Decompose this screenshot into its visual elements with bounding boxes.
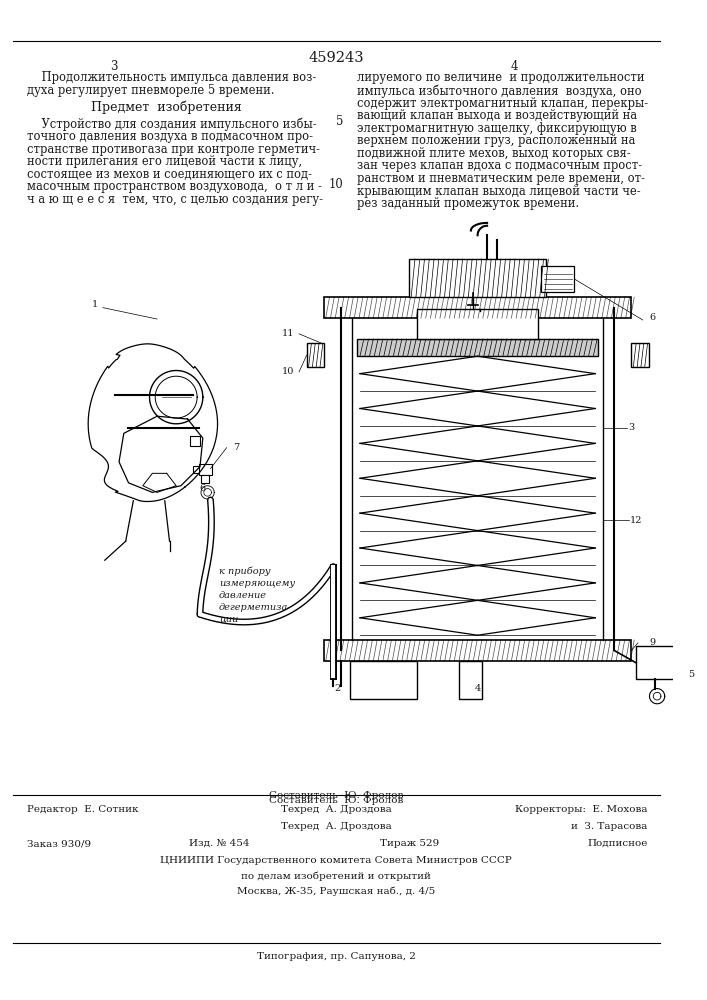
Text: крывающим клапан выхода лицевой части че-: крывающим клапан выхода лицевой части че… [357,185,641,198]
Text: Тираж 529: Тираж 529 [380,839,439,848]
Text: точного давления воздуха в подмасочном про-: точного давления воздуха в подмасочном п… [27,130,312,143]
Text: масочным пространством воздуховода,  о т л и -: масочным пространством воздуховода, о т … [27,180,322,193]
Text: Москва, Ж-35, Раушская наб., д. 4/5: Москва, Ж-35, Раушская наб., д. 4/5 [237,887,436,896]
Text: Типография, пр. Сапунова, 2: Типография, пр. Сапунова, 2 [257,952,416,961]
Text: 4: 4 [510,60,518,73]
Text: к прибору
измеряющему
давление
дегерметиза-
ции: к прибору измеряющему давление дегермети… [219,567,295,623]
Bar [324,297,631,318]
Text: зан через клапан вдоха с подмасочным прост-: зан через клапан вдоха с подмасочным про… [357,159,642,172]
Bar [636,646,679,679]
Polygon shape [360,426,595,461]
Text: 10: 10 [281,367,294,376]
Text: 9: 9 [649,638,655,647]
Bar [201,475,209,483]
Text: 12: 12 [630,516,643,525]
Text: подвижной плите мехов, выход которых свя-: подвижной плите мехов, выход которых свя… [357,147,631,160]
Text: 7: 7 [233,443,239,452]
Polygon shape [360,461,595,496]
Text: импульса избыточного давления  воздуха, оно: импульса избыточного давления воздуха, о… [357,84,642,98]
Bar [631,343,648,367]
Text: состоящее из мехов и соединяющего их с под-: состоящее из мехов и соединяющего их с п… [27,168,312,181]
Text: верхнем положении груз, расположенный на: верхнем положении груз, расположенный на [357,134,636,147]
Text: Изд. № 454: Изд. № 454 [189,839,250,848]
Text: электромагнитную защелку, фиксирующую в: электромагнитную защелку, фиксирующую в [357,122,637,135]
Text: содержит электромагнитный клапан, перекры-: содержит электромагнитный клапан, перекр… [357,97,648,110]
Polygon shape [360,531,595,565]
Polygon shape [360,391,595,426]
Text: лируемого по величине  и продолжительности: лируемого по величине и продолжительност… [357,71,645,84]
Text: Предмет  изобретения: Предмет изобретения [91,100,242,114]
Text: 6: 6 [649,313,655,322]
Text: и  З. Тарасова: и З. Тарасова [571,822,648,831]
Text: 5: 5 [337,115,344,128]
Text: по делам изобретений и открытий: по делам изобретений и открытий [241,871,431,881]
Text: 11: 11 [281,329,294,338]
Text: вающий клапан выхода и воздействующий на: вающий клапан выхода и воздействующий на [357,109,637,122]
Text: ЦНИИПИ Государственного комитета Совета Министров СССР: ЦНИИПИ Государственного комитета Совета … [160,856,512,865]
Text: Корректоры:  Е. Мохова: Корректоры: Е. Мохова [515,805,648,814]
Text: 10: 10 [329,178,344,191]
Text: Редактор  Е. Сотник: Редактор Е. Сотник [27,805,138,814]
Text: духа регулирует пневмореле 5 времени.: духа регулирует пневмореле 5 времени. [27,84,274,97]
Text: 1: 1 [92,300,98,309]
Bar [324,640,631,661]
Bar [307,343,324,367]
Text: 3: 3 [110,60,118,73]
Text: 2: 2 [334,684,340,693]
Bar [193,466,201,473]
Text: 5: 5 [689,670,694,679]
Text: странстве противогаза при контроле герметич-: странстве противогаза при контроле герме… [27,143,320,156]
Polygon shape [360,496,595,531]
Text: Подписное: Подписное [588,839,648,848]
Bar [190,436,200,446]
Text: Техред  А. Дроздова: Техред А. Дроздова [281,822,392,831]
Bar [409,259,546,297]
Text: Техред  А. Дроздова: Техред А. Дроздова [281,805,392,814]
Text: 6: 6 [200,484,206,493]
Polygon shape [360,565,595,600]
Text: Заказ 930/9: Заказ 930/9 [27,839,90,848]
Text: ранством и пневматическим реле времени, от-: ранством и пневматическим реле времени, … [357,172,645,185]
Bar [199,464,212,475]
Bar [541,266,575,292]
Bar [417,309,538,339]
Bar [357,339,598,356]
Text: ности прилегания его лицевой части к лицу,: ности прилегания его лицевой части к лиц… [27,155,302,168]
Text: 3: 3 [629,423,634,432]
Text: Составитель  Ю. Фролов: Составитель Ю. Фролов [269,791,404,800]
Text: рез заданный промежуток времени.: рез заданный промежуток времени. [357,197,579,210]
Text: 459243: 459243 [308,51,364,65]
Polygon shape [360,600,595,635]
Text: 4: 4 [474,684,481,693]
Text: Составитель  Ю. Фролов: Составитель Ю. Фролов [269,796,404,805]
Bar [459,661,482,699]
Bar [351,661,417,699]
Text: ч а ю щ е е с я  тем, что, с целью создания регу-: ч а ю щ е е с я тем, что, с целью создан… [27,193,322,206]
Polygon shape [360,356,595,391]
Text: Продолжительность импульса давления воз-: Продолжительность импульса давления воз- [27,71,316,84]
Text: Устройство для создания импульсного избы-: Устройство для создания импульсного избы… [27,118,316,131]
